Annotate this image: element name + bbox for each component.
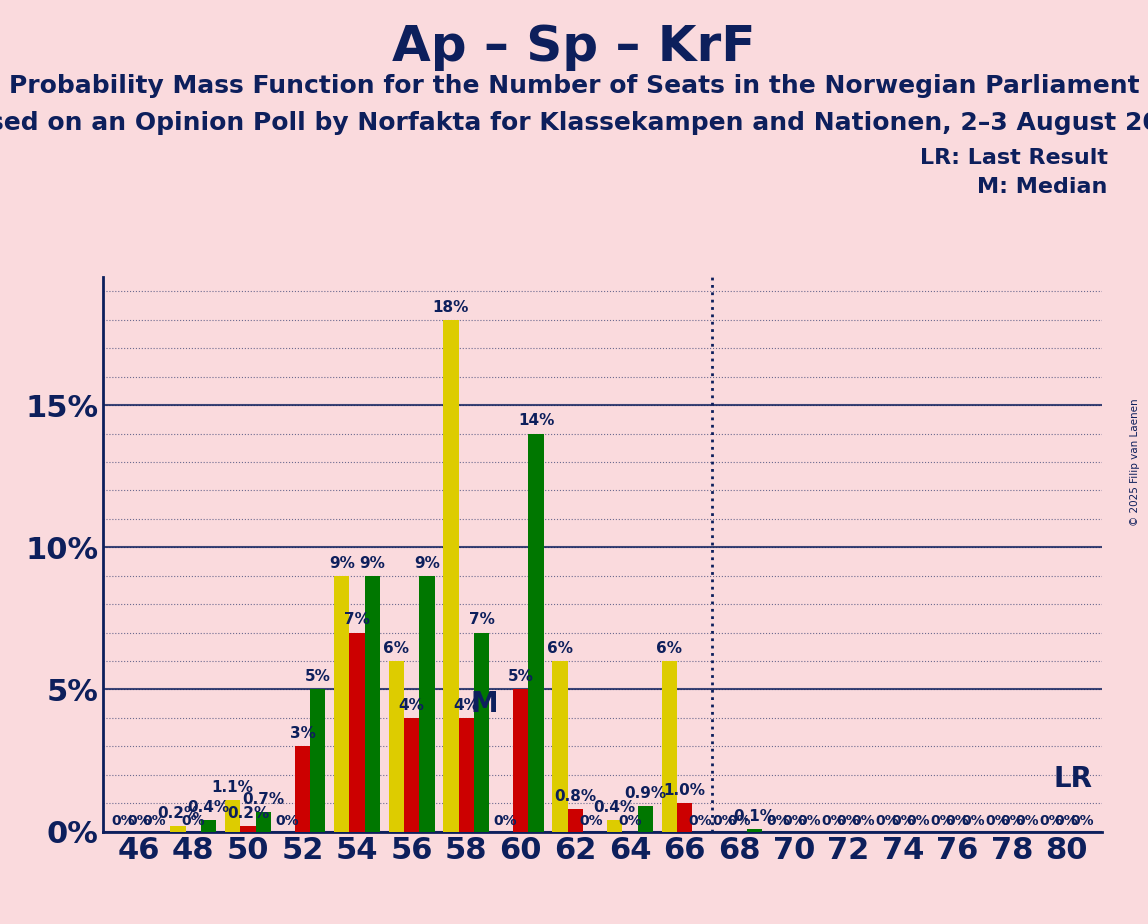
Text: 4%: 4% (453, 698, 479, 712)
Bar (240, 826, 256, 832)
Text: 7%: 7% (468, 613, 495, 627)
Text: 0%: 0% (985, 814, 1009, 828)
Text: 0%: 0% (494, 814, 518, 828)
Bar (637, 806, 653, 832)
Text: 0%: 0% (579, 814, 603, 828)
Bar (256, 811, 271, 832)
Bar (458, 718, 474, 832)
Bar (552, 661, 568, 832)
Text: 0.4%: 0.4% (594, 800, 636, 815)
Bar (170, 826, 186, 832)
Text: 0.8%: 0.8% (554, 789, 597, 804)
Text: M: M (471, 690, 498, 718)
Text: 0.1%: 0.1% (734, 808, 775, 823)
Text: 0%: 0% (618, 814, 642, 828)
Text: 0.7%: 0.7% (242, 792, 285, 807)
Bar (310, 689, 325, 832)
Text: 0%: 0% (876, 814, 899, 828)
Text: 6%: 6% (548, 641, 573, 656)
Text: 0.2%: 0.2% (227, 806, 269, 821)
Text: 0%: 0% (767, 814, 790, 828)
Text: 0%: 0% (961, 814, 985, 828)
Bar (404, 718, 419, 832)
Text: © 2025 Filip van Laenen: © 2025 Filip van Laenen (1130, 398, 1140, 526)
Text: 1.0%: 1.0% (664, 783, 706, 798)
Text: 0.4%: 0.4% (187, 800, 230, 815)
Bar (389, 661, 404, 832)
Text: 0%: 0% (1016, 814, 1039, 828)
Bar (568, 808, 583, 832)
Text: 0%: 0% (837, 814, 860, 828)
Text: 5%: 5% (507, 669, 534, 685)
Bar (661, 661, 677, 832)
Bar (528, 433, 544, 832)
Text: 3%: 3% (289, 726, 316, 741)
Bar (747, 829, 762, 832)
Text: 5%: 5% (305, 669, 331, 685)
Text: 0%: 0% (821, 814, 845, 828)
Bar (295, 747, 310, 832)
Bar (419, 576, 435, 832)
Text: 0%: 0% (181, 814, 205, 828)
Text: 9%: 9% (328, 555, 355, 571)
Bar (677, 803, 692, 832)
Bar (201, 821, 216, 832)
Text: Ap – Sp – KrF: Ap – Sp – KrF (393, 23, 755, 71)
Text: LR: Last Result: LR: Last Result (920, 148, 1108, 168)
Text: Based on an Opinion Poll by Norfakta for Klassekampen and Nationen, 2–3 August 2: Based on an Opinion Poll by Norfakta for… (0, 111, 1148, 135)
Text: 0%: 0% (946, 814, 969, 828)
Bar (365, 576, 380, 832)
Text: 9%: 9% (414, 555, 440, 571)
Text: 0%: 0% (712, 814, 736, 828)
Text: 4%: 4% (398, 698, 425, 712)
Text: 0%: 0% (1000, 814, 1024, 828)
Text: 6%: 6% (657, 641, 682, 656)
Text: M: Median: M: Median (977, 177, 1108, 198)
Text: 0%: 0% (688, 814, 712, 828)
Text: 0%: 0% (782, 814, 806, 828)
Text: 0%: 0% (1055, 814, 1078, 828)
Text: 0%: 0% (276, 814, 300, 828)
Text: 0.2%: 0.2% (157, 806, 200, 821)
Text: 0%: 0% (891, 814, 915, 828)
Text: 0%: 0% (728, 814, 751, 828)
Text: 1.1%: 1.1% (211, 780, 254, 796)
Text: 0%: 0% (930, 814, 954, 828)
Bar (225, 800, 240, 832)
Text: 14%: 14% (518, 413, 554, 429)
Text: 0.9%: 0.9% (625, 786, 666, 801)
Text: 0%: 0% (1039, 814, 1063, 828)
Text: 0%: 0% (127, 814, 150, 828)
Text: 0%: 0% (111, 814, 135, 828)
Bar (474, 633, 489, 832)
Text: 0%: 0% (852, 814, 876, 828)
Text: 0%: 0% (1070, 814, 1094, 828)
Bar (349, 633, 365, 832)
Text: 9%: 9% (359, 555, 386, 571)
Bar (334, 576, 349, 832)
Text: LR: LR (1053, 765, 1092, 793)
Text: 0%: 0% (797, 814, 821, 828)
Text: Probability Mass Function for the Number of Seats in the Norwegian Parliament: Probability Mass Function for the Number… (9, 74, 1139, 98)
Text: 6%: 6% (383, 641, 410, 656)
Text: 0%: 0% (142, 814, 166, 828)
Text: 18%: 18% (433, 299, 470, 315)
Text: 0%: 0% (906, 814, 930, 828)
Bar (513, 689, 528, 832)
Bar (443, 320, 458, 832)
Text: 7%: 7% (344, 613, 370, 627)
Bar (607, 821, 622, 832)
